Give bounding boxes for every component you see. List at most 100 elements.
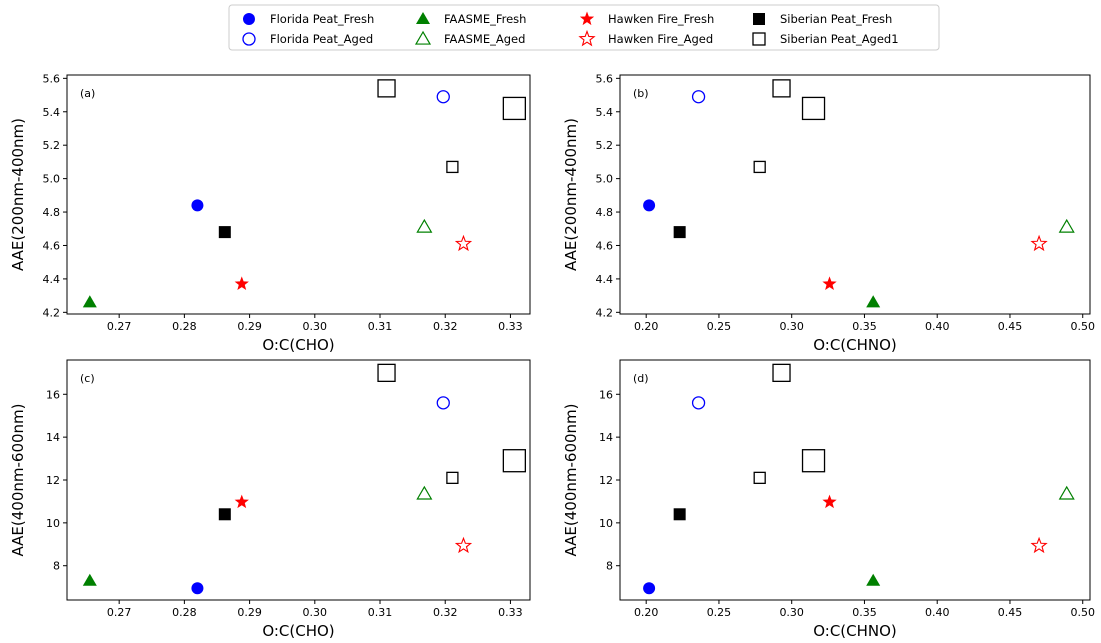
x-tick-label: 0.33 (498, 320, 523, 333)
y-tick-label: 8 (606, 560, 613, 573)
legend-label: Florida Peat_Fresh (270, 12, 374, 26)
y-tick-label: 4.4 (43, 273, 61, 286)
data-point (234, 494, 249, 509)
legend-item: Florida Peat_Fresh (243, 12, 374, 26)
y-axis-label: AAE(200nm-400nm) (9, 118, 27, 271)
x-tick-label: 0.30 (303, 606, 328, 619)
legend-item: Siberian Peat_Aged1 (752, 32, 899, 46)
data-point (1058, 218, 1075, 233)
data-point (801, 449, 826, 473)
legend-item: Hawken Fire_Fresh (579, 11, 714, 26)
data-point (82, 295, 97, 308)
data-point (502, 449, 526, 473)
chart-panel: 0.27 0.28 0.29 0.30 0.31 0.32 0.33 4.2 4.4 4.6 4.8… (9, 72, 531, 354)
x-tick-label: 0.27 (107, 320, 132, 333)
y-tick-label: 16 (599, 388, 613, 401)
x-tick-label: 0.32 (433, 320, 458, 333)
x-tick-label: 0.40 (925, 606, 950, 619)
y-tick-label: 5.0 (596, 173, 614, 186)
y-tick-label: 12 (46, 474, 60, 487)
x-tick-label: 0.29 (237, 606, 262, 619)
y-tick-label: 4.6 (43, 239, 61, 252)
data-point (377, 363, 396, 383)
data-point (691, 90, 706, 104)
plot-frame (619, 74, 1091, 315)
legend-label: Hawken Fire_Fresh (608, 12, 714, 26)
panel-label: (a) (80, 87, 95, 100)
plot-frame (619, 359, 1091, 601)
data-point (377, 79, 396, 98)
x-tick-label: 0.45 (998, 606, 1023, 619)
data-point (436, 90, 450, 104)
y-axis-label: AAE(200nm-400nm) (562, 118, 580, 271)
data-point (643, 582, 656, 595)
y-tick-label: 4.4 (596, 273, 614, 286)
y-tick-label: 14 (599, 431, 613, 444)
x-tick-label: 0.29 (237, 320, 262, 333)
y-tick-label: 5.0 (43, 173, 61, 186)
chart-panel: 0.20 0.25 0.30 0.35 0.40 0.45 0.50 8 10 12 14 16 O:C… (562, 359, 1095, 640)
data-point (822, 276, 837, 290)
data-point (446, 471, 459, 485)
legend-marker (416, 12, 430, 25)
x-tick-label: 0.20 (634, 320, 659, 333)
x-tick-label: 0.25 (707, 606, 732, 619)
legend-label: Siberian Peat_Aged1 (780, 32, 899, 46)
x-tick-label: 0.30 (779, 320, 804, 333)
y-tick-label: 4.8 (596, 206, 614, 219)
data-point (454, 536, 473, 554)
legend-item: FAASME_Aged (414, 30, 525, 46)
y-tick-label: 5.6 (596, 72, 614, 85)
legend-item: Florida Peat_Aged (242, 32, 373, 46)
data-point (643, 199, 656, 212)
y-tick-label: 12 (599, 474, 613, 487)
data-point (753, 471, 766, 485)
x-tick-label: 0.30 (779, 606, 804, 619)
legend-item: Hawken Fire_Aged (578, 29, 713, 47)
y-tick-label: 4.8 (43, 206, 61, 219)
panel-label: (c) (80, 372, 95, 385)
x-tick-label: 0.28 (172, 606, 197, 619)
data-point (1030, 234, 1048, 252)
legend-marker (753, 13, 765, 25)
data-point (673, 508, 686, 521)
legend-marker (579, 11, 595, 26)
data-point (673, 226, 686, 239)
x-tick-label: 0.31 (368, 320, 393, 333)
data-point (772, 363, 791, 383)
data-point (416, 485, 433, 500)
legend-item: Siberian Peat_Fresh (753, 12, 892, 26)
chart-panel: 0.20 0.25 0.30 0.35 0.40 0.45 0.50 4.2 4.4 4.6 4.8… (562, 72, 1095, 354)
y-tick-label: 10 (46, 517, 60, 530)
data-point (218, 508, 231, 521)
data-point (218, 226, 231, 239)
x-tick-label: 0.28 (172, 320, 197, 333)
legend-label: FAASME_Aged (444, 32, 525, 46)
x-tick-label: 0.40 (925, 320, 950, 333)
legend-label: Hawken Fire_Aged (608, 32, 713, 46)
x-tick-label: 0.33 (498, 606, 523, 619)
y-tick-label: 10 (599, 517, 613, 530)
y-tick-label: 5.6 (43, 72, 61, 85)
y-tick-label: 4.2 (43, 306, 61, 319)
x-tick-label: 0.45 (998, 320, 1023, 333)
data-point (191, 582, 204, 595)
x-tick-label: 0.50 (1070, 606, 1095, 619)
x-axis-label: O:C(CHO) (262, 622, 334, 640)
chart-panel: 0.27 0.28 0.29 0.30 0.31 0.32 0.33 8 10 12 14 16 O:C… (9, 359, 531, 640)
legend-label: Florida Peat_Aged (270, 32, 373, 46)
data-point (1030, 536, 1048, 554)
y-axis-label: AAE(400nm-600nm) (562, 403, 580, 556)
data-point (753, 160, 766, 174)
data-point (772, 79, 791, 98)
plot-frame (66, 359, 531, 601)
data-point (454, 234, 473, 252)
y-tick-label: 14 (46, 431, 60, 444)
y-tick-label: 16 (46, 388, 60, 401)
data-point (416, 218, 433, 233)
legend-marker (242, 32, 256, 46)
y-tick-label: 4.6 (596, 239, 614, 252)
x-tick-label: 0.27 (107, 606, 132, 619)
legend-label: FAASME_Fresh (444, 12, 526, 26)
